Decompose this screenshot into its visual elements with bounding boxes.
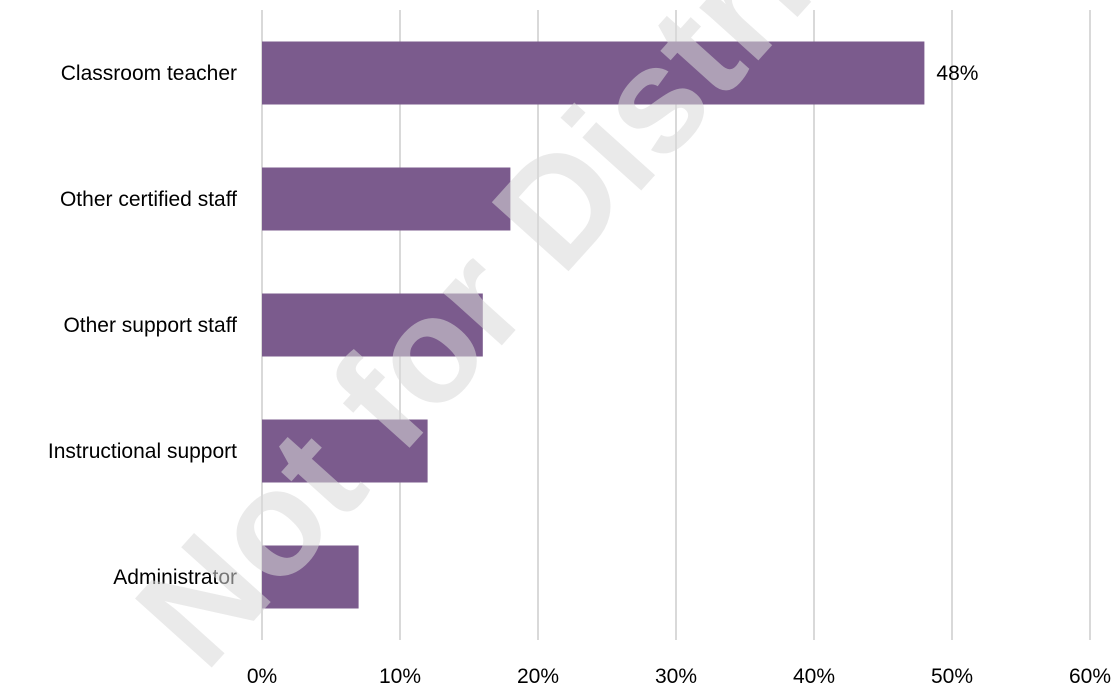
x-tick-label: 60% [1069,665,1111,686]
bar [262,41,925,105]
x-tick-label: 0% [247,665,277,686]
category-label: Administrator [113,566,237,589]
x-tick-label: 20% [517,665,559,686]
bars [262,41,925,609]
category-label: Other support staff [63,314,237,337]
x-tick-label: 50% [931,665,973,686]
x-axis-tick-labels: 0% 10% 20% 30% 40% 50% 60% [247,665,1111,686]
data-labels: 48% [936,62,978,85]
gridlines [261,10,1091,640]
category-label: Other certified staff [60,188,237,211]
bar [262,167,511,231]
bar [262,419,428,483]
x-tick-label: 30% [655,665,697,686]
category-label: Instructional support [48,440,237,463]
x-tick-label: 40% [793,665,835,686]
category-labels: Classroom teacher Other certified staff Ot… [48,62,237,589]
data-label: 48% [936,62,978,85]
bar [262,293,483,357]
x-tick-label: 10% [379,665,421,686]
watermark: Not for Distribution [104,0,1120,686]
category-label: Classroom teacher [61,62,237,85]
bar [262,545,359,609]
